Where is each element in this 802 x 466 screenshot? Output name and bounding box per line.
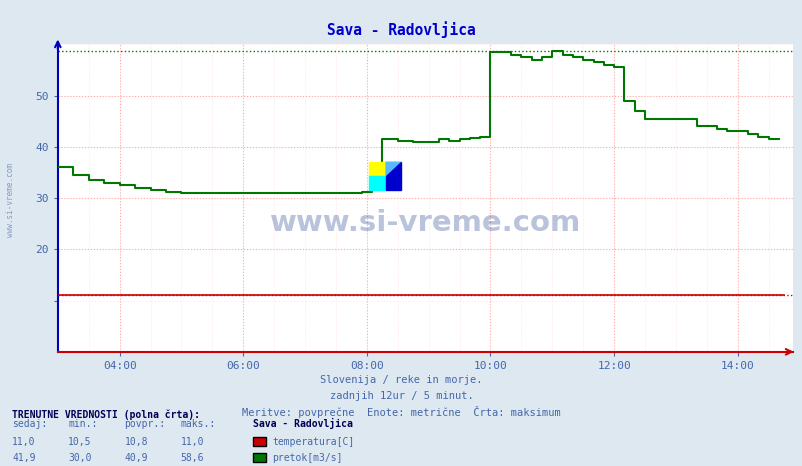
Text: min.:: min.: [68,419,98,429]
Text: 40,9: 40,9 [124,453,148,463]
Text: www.si-vreme.com: www.si-vreme.com [269,209,581,237]
Text: www.si-vreme.com: www.si-vreme.com [6,164,15,237]
Bar [369,176,386,190]
Polygon shape [386,162,401,176]
Text: zadnjih 12ur / 5 minut.: zadnjih 12ur / 5 minut. [329,391,473,400]
Text: 11,0: 11,0 [12,437,35,447]
Polygon shape [386,162,401,176]
Text: 11,0: 11,0 [180,437,204,447]
Text: temperatura[C]: temperatura[C] [272,437,354,447]
Text: TRENUTNE VREDNOSTI (polna črta):: TRENUTNE VREDNOSTI (polna črta): [12,410,200,420]
Text: maks.:: maks.: [180,419,216,429]
Text: 58,6: 58,6 [180,453,204,463]
Text: 41,9: 41,9 [12,453,35,463]
Text: pretok[m3/s]: pretok[m3/s] [272,453,342,463]
Bar [386,176,401,190]
Bar [369,162,386,176]
Text: Sava - Radovljica: Sava - Radovljica [253,418,352,429]
Text: 10,8: 10,8 [124,437,148,447]
Text: sedaj:: sedaj: [12,419,47,429]
Text: Meritve: povprečne  Enote: metrične  Črta: maksimum: Meritve: povprečne Enote: metrične Črta:… [242,406,560,418]
Text: 30,0: 30,0 [68,453,91,463]
Text: Sava - Radovljica: Sava - Radovljica [326,21,476,38]
Text: 10,5: 10,5 [68,437,91,447]
Text: povpr.:: povpr.: [124,419,165,429]
Text: Slovenija / reke in morje.: Slovenija / reke in morje. [320,375,482,385]
